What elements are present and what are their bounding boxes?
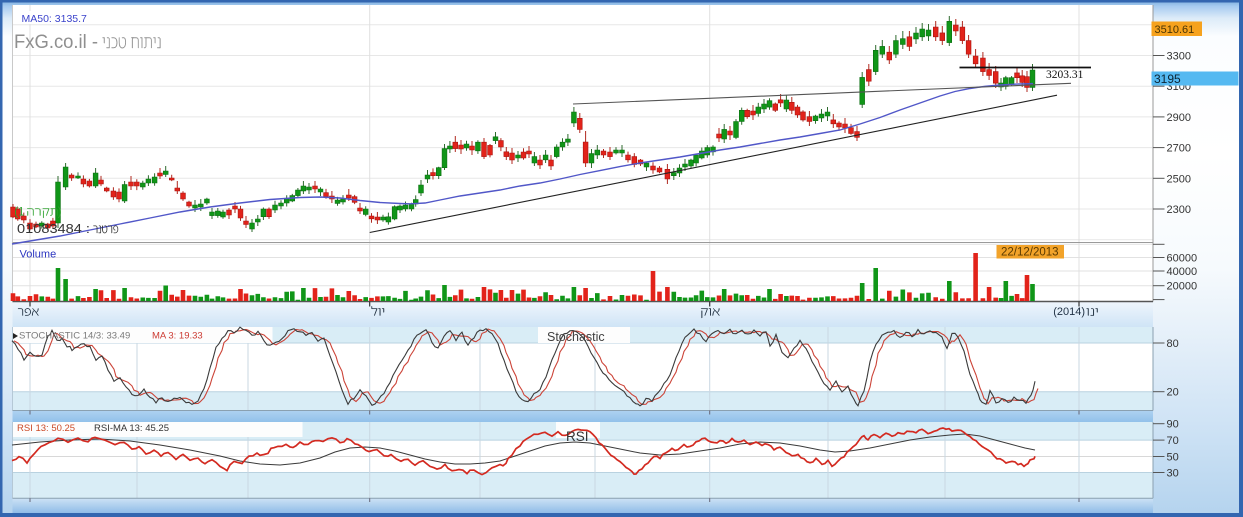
svg-text:(2014): (2014) <box>1053 306 1085 318</box>
svg-text:2500: 2500 <box>1167 173 1191 185</box>
svg-text:Volume: Volume <box>20 249 57 261</box>
svg-text:): ) <box>58 207 62 219</box>
svg-text:20: 20 <box>1167 387 1179 399</box>
svg-text:30: 30 <box>1167 468 1179 480</box>
svg-text:2700: 2700 <box>1167 143 1191 155</box>
svg-text:20000: 20000 <box>1167 281 1198 293</box>
svg-text:60000: 60000 <box>1167 253 1198 265</box>
svg-text:01083484 :: 01083484 : <box>17 221 90 236</box>
svg-text:2900: 2900 <box>1167 112 1191 124</box>
svg-text:70: 70 <box>1167 435 1179 447</box>
svg-text:MA 3: 19.33: MA 3: 19.33 <box>152 331 203 342</box>
svg-text:Stochastic: Stochastic <box>547 330 605 344</box>
svg-text:2300: 2300 <box>1167 204 1191 216</box>
svg-text:FxG.co.il -: FxG.co.il - <box>14 32 98 53</box>
svg-text:90: 90 <box>1167 419 1179 431</box>
svg-text:80: 80 <box>1167 338 1179 350</box>
svg-text:RSI 13: 50.25: RSI 13: 50.25 <box>17 423 75 434</box>
svg-text:3300: 3300 <box>1167 51 1191 63</box>
svg-text:40000: 40000 <box>1167 266 1198 278</box>
svg-text:3203.31: 3203.31 <box>1046 69 1084 81</box>
svg-text:RSI: RSI <box>566 429 589 444</box>
svg-text:(1: (1 <box>14 207 24 219</box>
svg-text:3510.61: 3510.61 <box>1155 24 1195 36</box>
svg-text:RSI-MA 13: 45.25: RSI-MA 13: 45.25 <box>94 423 169 434</box>
svg-text:STOCHASTIC 14/3: 33.49: STOCHASTIC 14/3: 33.49 <box>19 331 130 342</box>
svg-text:22/12/2013: 22/12/2013 <box>1001 247 1059 259</box>
svg-text:MA50: 3135.7: MA50: 3135.7 <box>22 13 88 25</box>
svg-text:50: 50 <box>1167 452 1179 464</box>
svg-text:3195: 3195 <box>1154 72 1181 86</box>
